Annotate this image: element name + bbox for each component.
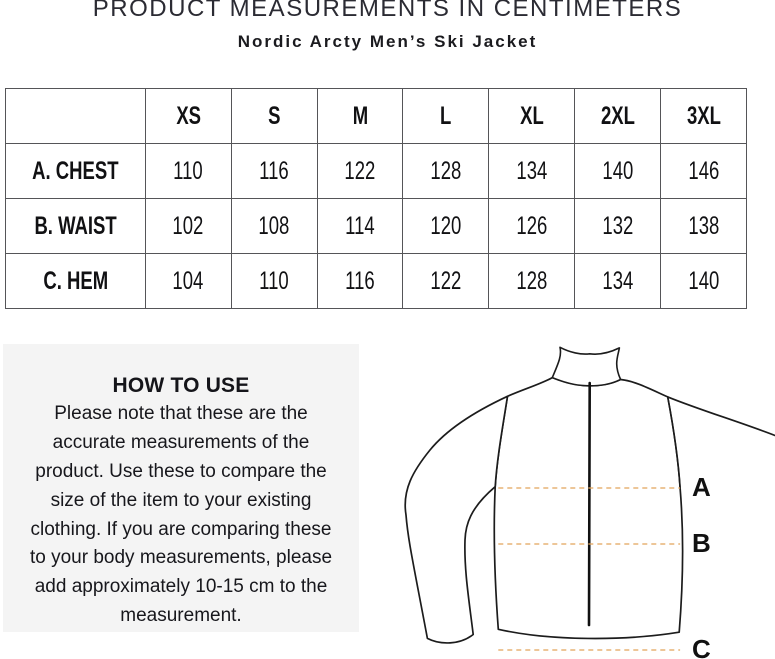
svg-text:C: C (692, 634, 711, 659)
svg-text:B: B (692, 528, 711, 558)
svg-text:A: A (692, 472, 711, 502)
